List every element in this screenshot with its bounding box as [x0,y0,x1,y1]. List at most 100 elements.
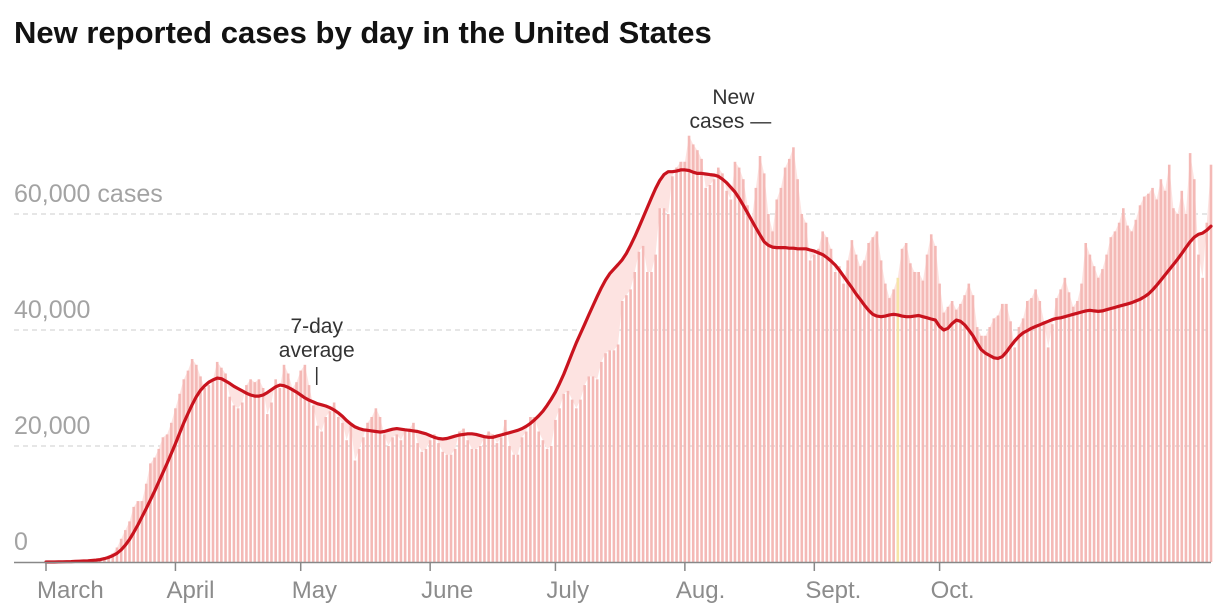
bar-day-141 [633,272,637,562]
bar-day-90 [420,451,424,562]
bar-day-116 [529,417,532,562]
bar-day-265 [1151,187,1154,562]
annotation-7day-line-0: 7-day [290,315,343,338]
bar-day-169 [750,219,753,563]
bar-day-29 [165,434,169,562]
bar-day-132 [595,379,599,562]
bar-day-225 [984,335,987,562]
bar-day-65 [316,425,319,562]
bar-day-171 [758,156,762,562]
bar-day-33 [182,379,186,562]
bar-day-126 [570,399,574,562]
bar-day-251 [1092,266,1096,562]
bar-day-220 [963,295,966,562]
bar-day-239 [1042,321,1046,562]
x-tick-label-3: June [421,577,473,604]
bar-day-165 [733,161,737,563]
bar-day-61 [299,370,303,562]
bar-day-102 [470,448,474,562]
bar-day-48 [245,385,248,562]
bar-day-230 [1005,303,1008,562]
bar-day-43 [224,373,227,562]
bar-day-58 [286,373,290,562]
bar-day-91 [424,448,428,562]
bar-day-52 [261,388,265,562]
bar-day-205 [900,248,904,563]
bar-day-241 [1051,324,1054,562]
bar-day-236 [1030,298,1033,562]
annotation-7day-line-1: average [279,339,355,362]
bar-day-218 [954,309,958,562]
bar-day-233 [1017,327,1021,562]
bar-day-100 [462,428,465,562]
bar-day-111 [508,446,511,562]
bar-day-106 [487,431,490,562]
bar-day-253 [1101,269,1104,562]
bar-day-278 [1205,222,1209,562]
bar-day-206 [904,243,908,562]
bar-day-153 [683,161,687,563]
bar-day-129 [583,385,586,562]
bar-day-72 [345,440,348,562]
bar-day-68 [328,411,332,562]
bar-day-71 [341,422,344,562]
chart-title: New reported cases by day in the United … [14,15,712,50]
bar-day-175 [775,199,779,562]
bar-day-248 [1080,283,1083,562]
bar-day-161 [716,167,720,562]
bar-day-216 [946,306,950,562]
bar-day-53 [266,414,269,562]
bar-day-149 [666,214,670,562]
bar-day-76 [362,437,365,562]
bar-day-74 [353,460,357,562]
bar-day-144 [646,272,649,562]
bar-day-197 [867,243,870,562]
bar-day-221 [967,283,971,562]
bar-day-174 [771,231,774,562]
bar-day-187 [825,237,829,562]
bar-day-267 [1159,179,1163,562]
bar-day-89 [416,443,419,562]
bar-day-146 [654,254,657,562]
bar-day-60 [295,382,298,562]
bar-day-105 [483,437,486,562]
bar-day-25 [149,463,152,562]
bar-day-103 [474,448,478,562]
bar-day-79 [374,408,378,562]
bar-day-83 [391,437,394,562]
bar-day-88 [412,422,415,562]
bar-series [53,135,1213,563]
bar-day-258 [1122,208,1125,562]
x-axis: March April May June July Aug. Sept. Oct. [14,561,1211,604]
bar-day-99 [458,431,461,562]
bar-day-264 [1147,193,1150,562]
annotation-newcases-line-0: New [712,86,755,109]
x-tick-label-1: April [166,577,214,604]
bar-day-130 [587,376,591,562]
bar-day-147 [658,208,662,562]
bar-day-182 [804,222,808,562]
bar-day-118 [537,431,541,562]
bar-day-84 [395,434,399,562]
y-tick-label-3: 60,000 cases [14,180,163,208]
bar-day-158 [704,187,708,562]
bar-day-245 [1067,292,1071,562]
bar-day-82 [387,446,390,562]
bar-day-122 [554,419,557,562]
bar-day-59 [291,388,294,562]
bar-day-172 [762,173,766,562]
bar-day-255 [1109,237,1113,562]
bar-day-164 [729,199,733,562]
bar-day-137 [616,344,620,562]
bar-day-247 [1076,301,1079,562]
bar-day-235 [1025,301,1029,562]
bar-day-156 [696,150,699,562]
bar-day-42 [220,367,223,562]
bar-day-188 [829,248,833,563]
bar-day-50 [253,382,257,562]
bar-day-231 [1009,321,1012,562]
bar-day-224 [980,335,983,562]
bar-day-125 [566,390,570,562]
